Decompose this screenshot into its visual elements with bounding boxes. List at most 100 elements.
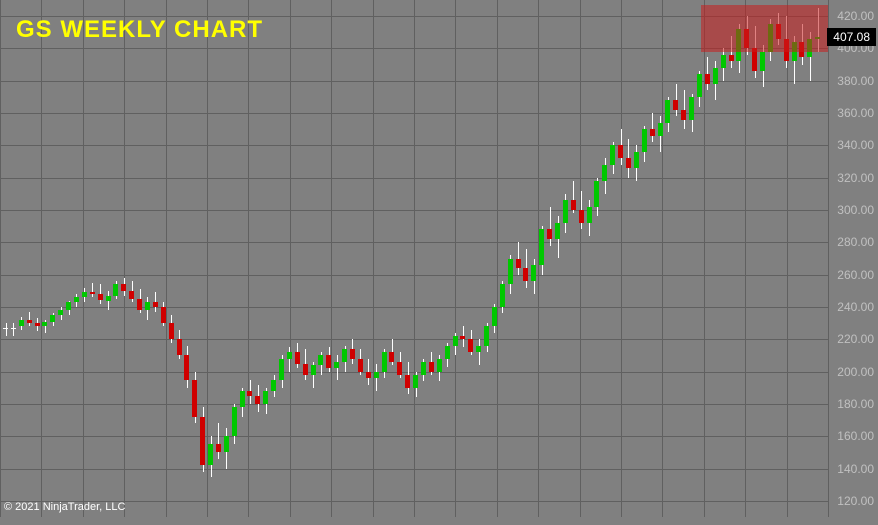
candle-body xyxy=(681,110,686,120)
candle-body xyxy=(382,352,387,371)
gridline-vertical xyxy=(580,0,581,517)
y-axis: 120.00140.00160.00180.00200.00220.00240.… xyxy=(828,0,878,525)
candle-body xyxy=(208,444,213,465)
candle-body xyxy=(626,158,631,168)
candle-body xyxy=(594,181,599,207)
candle-wick xyxy=(479,339,480,365)
y-axis-label: 360.00 xyxy=(837,106,874,120)
candle-wick xyxy=(550,207,551,246)
y-axis-label: 280.00 xyxy=(837,235,874,249)
candle-body xyxy=(90,292,95,294)
candle-body xyxy=(153,302,158,307)
candle-body xyxy=(374,372,379,378)
y-axis-label: 420.00 xyxy=(837,9,874,23)
candle-body xyxy=(311,365,316,375)
gridline-vertical xyxy=(497,0,498,517)
gridline-vertical xyxy=(0,0,1,517)
candle-body xyxy=(19,320,24,326)
gridline-vertical xyxy=(621,0,622,517)
candle-body xyxy=(106,296,111,301)
y-axis-label: 200.00 xyxy=(837,365,874,379)
candle-wick xyxy=(6,323,7,336)
candle-body xyxy=(531,265,536,281)
y-axis-label: 140.00 xyxy=(837,462,874,476)
y-axis-label: 260.00 xyxy=(837,268,874,282)
candle-body xyxy=(658,123,663,136)
candle-body xyxy=(287,352,292,358)
candle-body xyxy=(760,52,765,71)
candle-body xyxy=(484,326,489,345)
candle-body xyxy=(508,259,513,285)
candle-body xyxy=(98,294,103,300)
candle-body xyxy=(547,229,552,239)
candle-body xyxy=(177,339,182,355)
candle-body xyxy=(58,310,63,315)
candle-body xyxy=(200,417,205,465)
candle-body xyxy=(460,336,465,339)
candle-body xyxy=(35,323,40,326)
candle-body xyxy=(240,391,245,407)
candle-wick xyxy=(92,283,93,298)
candle-body xyxy=(602,165,607,181)
gridline-vertical xyxy=(207,0,208,517)
candle-body xyxy=(326,355,331,368)
gridline-vertical xyxy=(745,0,746,517)
candle-body xyxy=(713,68,718,84)
candle-body xyxy=(697,74,702,97)
candle-body xyxy=(397,362,402,375)
candle-body xyxy=(650,129,655,135)
candle-wick xyxy=(13,323,14,336)
gridline-vertical xyxy=(662,0,663,517)
candle-body xyxy=(113,284,118,295)
y-axis-label: 120.00 xyxy=(837,494,874,508)
candle-body xyxy=(366,372,371,378)
candle-body xyxy=(468,339,473,352)
candle-body xyxy=(350,349,355,359)
candle-body xyxy=(342,349,347,362)
gridline-vertical xyxy=(41,0,42,517)
candle-body xyxy=(539,229,544,265)
candle-body xyxy=(50,315,55,321)
copyright-label: © 2021 NinjaTrader, LLC xyxy=(4,501,125,513)
candle-body xyxy=(216,444,221,452)
candle-body xyxy=(74,297,79,302)
candle-body xyxy=(405,375,410,388)
candle-body xyxy=(82,292,87,297)
candle-body xyxy=(184,355,189,379)
candle-body xyxy=(579,210,584,223)
gridline-vertical xyxy=(290,0,291,517)
y-axis-label: 300.00 xyxy=(837,203,874,217)
y-axis-label: 160.00 xyxy=(837,429,874,443)
y-axis-label: 180.00 xyxy=(837,397,874,411)
gridline-vertical xyxy=(414,0,415,517)
candle-body xyxy=(689,97,694,120)
candle-body xyxy=(295,352,300,363)
candle-body xyxy=(476,346,481,352)
candle-body xyxy=(705,74,710,84)
candle-body xyxy=(665,100,670,123)
candle-body xyxy=(429,362,434,372)
candle-body xyxy=(224,436,229,452)
gridline-vertical xyxy=(124,0,125,517)
candle-body xyxy=(334,362,339,368)
y-axis-label: 220.00 xyxy=(837,332,874,346)
y-axis-label: 320.00 xyxy=(837,171,874,185)
candle-body xyxy=(247,391,252,396)
candle-wick xyxy=(289,347,290,371)
gridline-vertical xyxy=(455,0,456,517)
candle-body xyxy=(3,328,8,329)
candle-body xyxy=(453,336,458,346)
candle-body xyxy=(642,129,647,152)
resistance-highlight xyxy=(701,5,828,52)
candle-body xyxy=(634,152,639,168)
candle-body xyxy=(161,307,166,323)
candle-body xyxy=(66,302,71,310)
candle-body xyxy=(571,200,576,210)
candle-body xyxy=(437,359,442,372)
candle-body xyxy=(729,55,734,61)
candle-body xyxy=(303,364,308,375)
candle-body xyxy=(42,322,47,327)
candle-body xyxy=(121,284,126,290)
candle-body xyxy=(752,48,757,71)
gridline-vertical xyxy=(248,0,249,517)
